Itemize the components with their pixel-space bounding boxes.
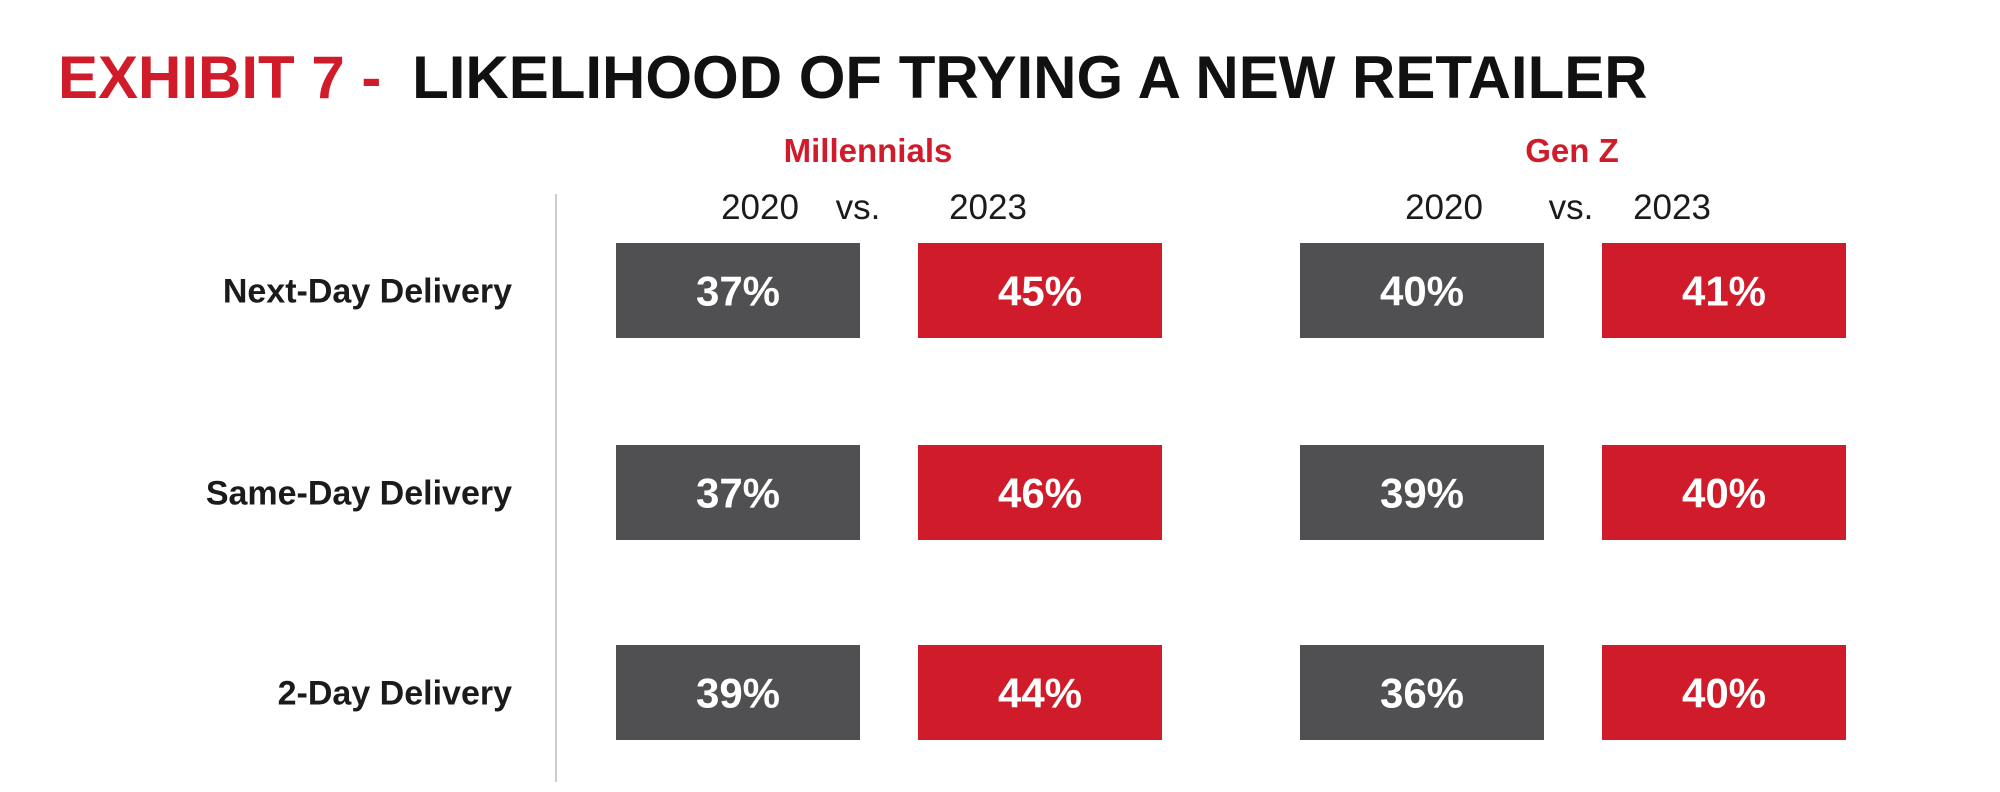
value-box	[1300, 445, 1544, 540]
group-label: Millennials	[784, 132, 953, 169]
value-box	[918, 645, 1162, 740]
value-label: 37%	[696, 268, 780, 315]
chart-layer: Millennials 2020 2023 vs. Gen Z 2020 2023 vs. Ne…	[206, 132, 1846, 740]
value-label: 36%	[1380, 670, 1464, 717]
row-label: Next-Day Delivery	[223, 273, 512, 311]
title-main: LIKELIHOOD OF TRYING A NEW RETAILER	[412, 44, 1648, 111]
value-box	[1602, 445, 1846, 540]
value-label: 45%	[998, 268, 1082, 315]
value-box	[616, 645, 860, 740]
year-label: 2020	[721, 188, 799, 227]
value-box	[1300, 243, 1544, 338]
value-box	[616, 445, 860, 540]
vs-label: vs.	[1549, 188, 1594, 227]
value-label: 37%	[696, 470, 780, 517]
title-prefix: EXHIBIT 7 -	[58, 44, 381, 111]
value-label: 46%	[998, 470, 1082, 517]
value-box	[616, 243, 860, 338]
value-box	[918, 445, 1162, 540]
value-label: 39%	[1380, 470, 1464, 517]
year-label: 2020	[1405, 188, 1483, 227]
vs-label: vs.	[836, 188, 881, 227]
value-label: 40%	[1682, 470, 1766, 517]
year-label: 2023	[1633, 188, 1711, 227]
year-label: 2023	[949, 188, 1027, 227]
value-box	[1300, 645, 1544, 740]
value-box	[918, 243, 1162, 338]
value-label: 39%	[696, 670, 780, 717]
value-label: 40%	[1380, 268, 1464, 315]
row-label: Same-Day Delivery	[206, 475, 512, 513]
value-label: 41%	[1682, 268, 1766, 315]
value-label: 40%	[1682, 670, 1766, 717]
value-box	[1602, 243, 1846, 338]
row-label: 2-Day Delivery	[278, 675, 512, 713]
group-label: Gen Z	[1525, 132, 1619, 169]
value-box	[1602, 645, 1846, 740]
chart-title: EXHIBIT 7 - LIKELIHOOD OF TRYING A NEW R…	[58, 44, 1648, 111]
value-label: 44%	[998, 670, 1082, 717]
